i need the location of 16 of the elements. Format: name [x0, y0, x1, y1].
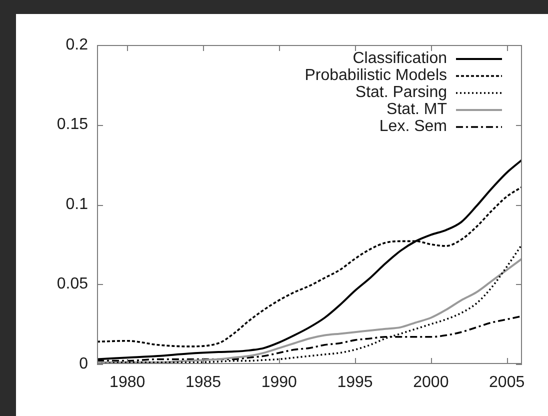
y-tick-label: 0.1: [66, 196, 88, 213]
legend-label: Lex. Sem: [379, 118, 447, 135]
y-tick-label: 0.2: [66, 36, 88, 54]
y-tick-label: 0.05: [56, 276, 88, 293]
x-tick-label: 2000: [413, 374, 449, 392]
y-tick-label: 0.15: [56, 116, 88, 134]
legend-label: Stat. Parsing: [355, 84, 447, 101]
y-tick-label: 0: [79, 355, 88, 372]
x-tick-label: 1990: [261, 374, 298, 392]
x-tick-label: 2005: [489, 374, 525, 392]
x-tick-label: 1985: [185, 374, 222, 392]
x-tick-label: 1995: [337, 374, 373, 392]
legend-label: Stat. MT: [386, 101, 447, 118]
legend-label: Classification: [352, 50, 447, 67]
x-tick-label: 1980: [110, 374, 146, 392]
legend-label: Probabilistic Models: [304, 67, 447, 84]
